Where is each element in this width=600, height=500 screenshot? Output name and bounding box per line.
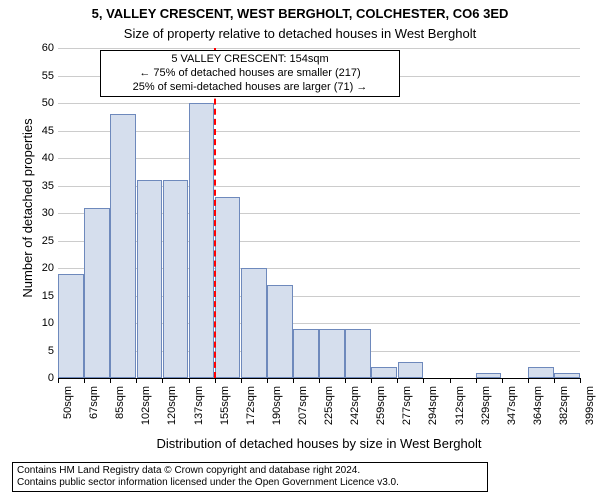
x-tick-mark [580,378,581,383]
x-tick-label: 259sqm [375,386,387,486]
histogram-bar [267,285,293,379]
histogram-bar [137,180,163,378]
x-tick-label: 137sqm [193,386,205,486]
x-tick-label: 172sqm [245,386,257,486]
histogram-bar [163,180,189,378]
y-tick-label: 40 [0,152,54,164]
chart-title-main: 5, VALLEY CRESCENT, WEST BERGHOLT, COLCH… [0,6,600,21]
gridline [58,131,580,132]
x-tick-label: 242sqm [349,386,361,486]
x-tick-label: 190sqm [271,386,283,486]
histogram-bar [215,197,241,379]
x-tick-label: 102sqm [140,386,152,486]
x-tick-label: 85sqm [114,386,126,486]
y-tick-label: 50 [0,97,54,109]
x-tick-label: 50sqm [62,386,74,486]
annotation-box: 5 VALLEY CRESCENT: 154sqm← 75% of detach… [100,50,400,97]
y-tick-label: 60 [0,42,54,54]
x-tick-label: 277sqm [401,386,413,486]
annotation-line: 25% of semi-detached houses are larger (… [105,81,395,95]
y-tick-label: 10 [0,317,54,329]
histogram-bar [398,362,424,379]
histogram-bar [58,274,84,379]
histogram-bar [371,367,397,378]
annotation-line: 5 VALLEY CRESCENT: 154sqm [105,53,395,67]
histogram-bar [345,329,371,379]
x-tick-label: 155sqm [219,386,231,486]
gridline [58,158,580,159]
x-tick-label: 382sqm [558,386,570,486]
y-tick-label: 45 [0,125,54,137]
histogram-bar [110,114,136,378]
x-tick-label: 399sqm [584,386,596,486]
y-tick-label: 30 [0,207,54,219]
figure: 5, VALLEY CRESCENT, WEST BERGHOLT, COLCH… [0,0,600,500]
x-tick-label: 67sqm [88,386,100,486]
y-tick-label: 55 [0,70,54,82]
plot-area [58,48,580,378]
y-tick-label: 20 [0,262,54,274]
y-tick-label: 5 [0,345,54,357]
histogram-bar [528,367,554,378]
y-tick-label: 25 [0,235,54,247]
x-tick-label: 207sqm [297,386,309,486]
x-tick-label: 347sqm [506,386,518,486]
x-tick-label: 120sqm [166,386,178,486]
reference-line [214,48,216,378]
x-axis-label: Distribution of detached houses by size … [58,436,580,451]
x-tick-label: 329sqm [480,386,492,486]
gridline [58,48,580,49]
x-tick-label: 225sqm [323,386,335,486]
x-axis-line [58,378,580,379]
y-tick-label: 35 [0,180,54,192]
gridline [58,103,580,104]
histogram-bar [189,103,215,378]
chart-title-sub: Size of property relative to detached ho… [0,26,600,41]
x-tick-label: 294sqm [427,386,439,486]
histogram-bar [241,268,267,378]
histogram-bar [84,208,110,379]
x-tick-label: 312sqm [454,386,466,486]
histogram-bar [293,329,319,379]
y-tick-label: 15 [0,290,54,302]
annotation-line: ← 75% of detached houses are smaller (21… [105,67,395,81]
y-tick-label: 0 [0,372,54,384]
x-tick-label: 364sqm [532,386,544,486]
histogram-bar [319,329,345,379]
